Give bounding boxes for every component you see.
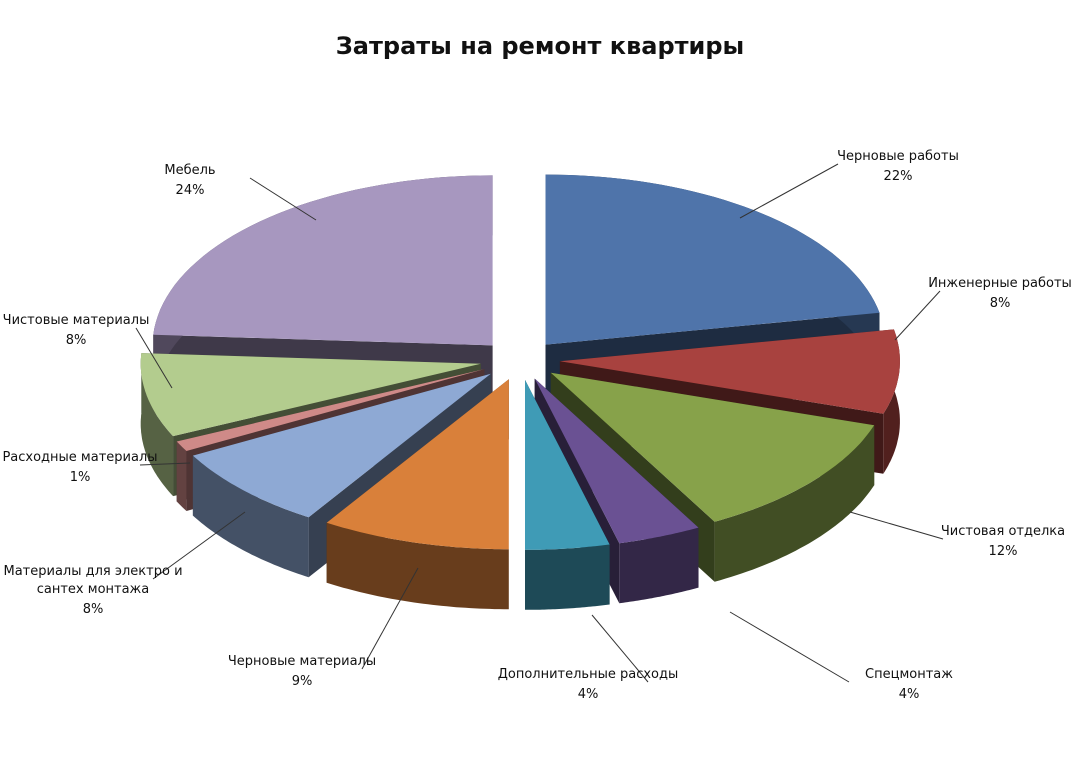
leader-line bbox=[729, 611, 850, 683]
category-label: сантех монтажа bbox=[37, 582, 150, 597]
pie-slice-top bbox=[326, 379, 509, 550]
percent-label: 12% bbox=[989, 544, 1018, 559]
data-label-8: Расходные материалы 1% bbox=[2, 450, 191, 485]
data-label-3: Чистовая отделка 12% bbox=[849, 511, 1065, 559]
data-label-10: Мебель 24% bbox=[164, 163, 317, 221]
pie-slice-top bbox=[192, 373, 491, 518]
pie-slice-side bbox=[192, 455, 309, 578]
pie-slice-top bbox=[176, 369, 485, 451]
data-label-1: Черновые работы 22% bbox=[739, 149, 959, 219]
pie-slice-side bbox=[140, 353, 174, 497]
pie-slice-top bbox=[140, 353, 481, 437]
category-label: Черновые работы bbox=[837, 149, 959, 164]
category-label: Инженерные работы bbox=[928, 276, 1072, 291]
category-label: Спецмонтаж bbox=[865, 667, 953, 682]
pie-slice-side bbox=[619, 527, 699, 604]
leader-line bbox=[591, 614, 649, 683]
category-label: Черновые материалы bbox=[228, 654, 376, 669]
percent-label: 4% bbox=[899, 687, 920, 702]
category-label: Расходные материалы bbox=[2, 450, 157, 465]
category-label: Мебель bbox=[164, 163, 215, 178]
leader-line bbox=[152, 511, 246, 580]
data-label-4: Спецмонтаж 4% bbox=[729, 611, 953, 702]
percent-label: 1% bbox=[70, 470, 91, 485]
percent-label: 4% bbox=[578, 687, 599, 702]
pie-slice-top bbox=[559, 329, 900, 414]
percent-label: 8% bbox=[83, 602, 104, 617]
data-label-6: Черновые материалы 9% bbox=[228, 567, 419, 689]
category-label: Дополнительные расходы bbox=[498, 667, 679, 682]
percent-label: 22% bbox=[884, 169, 913, 184]
data-label-5: Дополнительные расходы 4% bbox=[498, 614, 679, 702]
leader-line bbox=[739, 163, 839, 219]
leader-line bbox=[135, 327, 173, 389]
category-label: Чистовая отделка bbox=[941, 524, 1065, 539]
pie-slice-top bbox=[550, 372, 875, 522]
pie-slice-top bbox=[534, 378, 699, 544]
percent-label: 9% bbox=[292, 674, 313, 689]
percent-label: 24% bbox=[176, 183, 205, 198]
leader-line bbox=[249, 177, 317, 221]
pie-slice-top bbox=[545, 174, 880, 345]
pie-slice-side bbox=[525, 544, 610, 610]
data-label-9: Чистовые материалы 8% bbox=[3, 313, 173, 389]
pie-slice-top bbox=[153, 175, 493, 346]
leader-line bbox=[139, 462, 191, 466]
chart-title: Затраты на ремонт квартиры bbox=[335, 32, 745, 60]
pie-slice-side bbox=[176, 441, 187, 511]
data-label-2: Инженерные работы 8% bbox=[894, 276, 1072, 341]
pie-slice-5 bbox=[525, 379, 610, 610]
category-label: Материалы для электро и bbox=[3, 564, 182, 579]
percent-label: 8% bbox=[990, 296, 1011, 311]
leader-line bbox=[894, 290, 941, 341]
pie-slice-side bbox=[326, 522, 509, 610]
percent-label: 8% bbox=[66, 333, 87, 348]
pie-slice-side bbox=[714, 425, 875, 582]
data-label-7: Материалы для электро и сантех монтажа 8% bbox=[3, 511, 246, 617]
leader-line bbox=[361, 567, 419, 670]
pie-slice-6 bbox=[326, 379, 509, 610]
pie-slice-top bbox=[525, 379, 610, 550]
category-label: Чистовые материалы bbox=[3, 313, 150, 328]
leader-line bbox=[849, 511, 944, 540]
